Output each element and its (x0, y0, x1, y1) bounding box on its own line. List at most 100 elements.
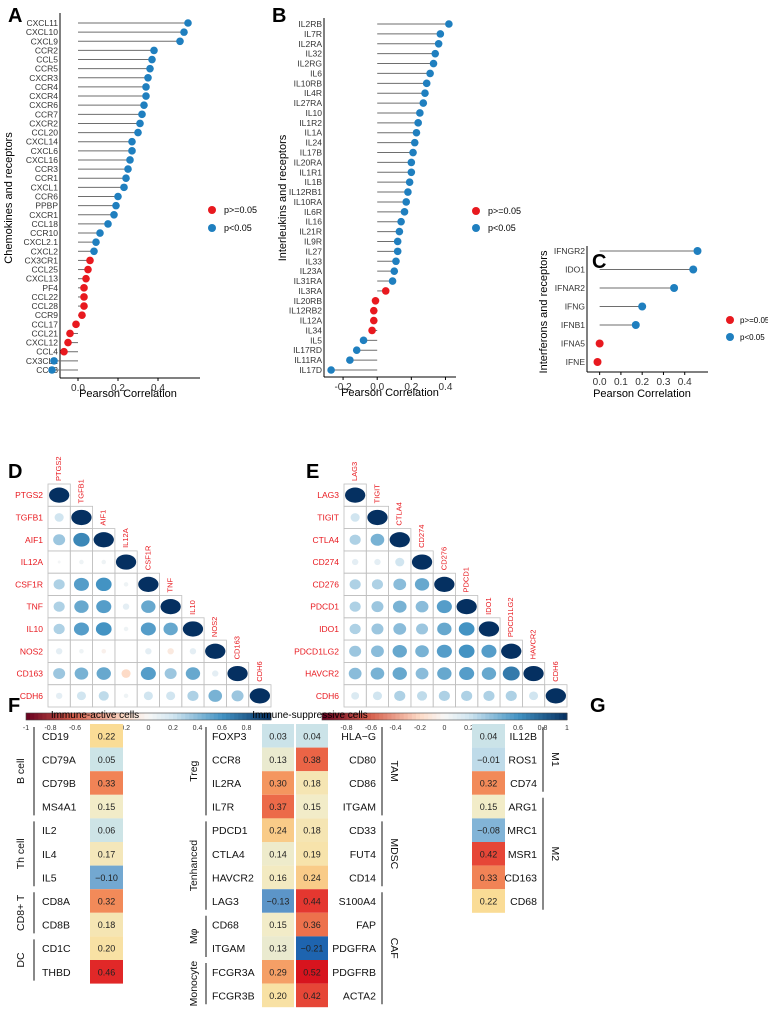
column-label: IDO1 (484, 597, 493, 615)
y-tick-label: IL17RD (293, 345, 322, 355)
correlation-ellipse (370, 667, 385, 680)
colorbar-segment (526, 713, 531, 720)
correlation-cell (248, 684, 272, 708)
correlation-ellipse (123, 582, 129, 587)
panel-letter-d: D (8, 461, 22, 483)
lollipop-point (381, 287, 390, 295)
gene-label: CD79A (42, 754, 76, 766)
panel-a-y-title: Chemokines and receptors (3, 132, 15, 264)
colorbar-segment (250, 713, 256, 720)
colorbar-segment (346, 713, 352, 720)
y-tick-label: IL1R2 (299, 118, 322, 128)
colorbar-segment (354, 713, 360, 720)
correlation-ellipse (57, 560, 61, 564)
row-label: PTGS2 (15, 490, 43, 500)
lollipop-point (359, 336, 368, 345)
colorbar-segment (115, 713, 121, 720)
colorbar-tick-label: -0.8 (340, 725, 352, 732)
colorbar-segment (83, 713, 88, 720)
lollipop-point (416, 109, 424, 117)
colorbar-segment (383, 713, 388, 720)
colorbar-segment (136, 713, 141, 720)
gene-label: CD80 (349, 754, 376, 766)
colorbar-segment (26, 713, 31, 720)
colorbar-tick-label: -0.6 (365, 725, 377, 732)
lollipop-point (142, 92, 150, 100)
colorbar-segment (128, 713, 133, 720)
gene-label: PDGFRA (332, 943, 376, 955)
colorbar-segment (242, 713, 247, 720)
colorbar-segment (201, 713, 207, 720)
y-tick-label: CXCL9 (31, 36, 59, 46)
y-tick-label: IFNA5 (561, 339, 585, 349)
correlation-ellipse (73, 532, 90, 547)
value-label: 0.42 (303, 991, 321, 1001)
y-tick-label: CXCL16 (26, 155, 58, 165)
lollipop-point (134, 128, 142, 137)
y-tick-label: CXCR6 (29, 100, 58, 110)
panel-letter-g: G (590, 695, 606, 717)
y-tick-label: CCR6 (35, 192, 58, 202)
correlation-ellipse (350, 513, 360, 522)
colorbar-segment (234, 713, 239, 720)
colorbar-segment (334, 713, 339, 720)
value-label: 0.17 (98, 849, 116, 859)
value-label: 0.04 (303, 731, 321, 741)
correlation-ellipse (351, 558, 359, 566)
colorbar-segment (497, 713, 503, 720)
value-cell (90, 794, 123, 819)
lollipop-point (144, 73, 152, 82)
lollipop-point (126, 156, 134, 164)
correlation-ellipse (74, 600, 89, 613)
value-cell (296, 771, 328, 795)
correlation-ellipse (121, 669, 131, 678)
value-label: 0.30 (269, 779, 287, 789)
colorbar-segment (542, 713, 548, 720)
value-label: 0.29 (269, 967, 287, 977)
colorbar-segment (420, 713, 425, 720)
group-label: Mφ (188, 928, 200, 944)
column-label: CSF1R (143, 545, 152, 570)
colorbar-segment (124, 713, 129, 720)
colorbar-segment (144, 713, 149, 720)
column-label: TIGIT (372, 484, 381, 504)
group-label: Th cell (15, 838, 27, 869)
gene-label: CD14 (349, 872, 376, 884)
correlation-ellipse (79, 559, 84, 565)
colorbar-segment (70, 713, 76, 720)
correlation-ellipse (145, 648, 152, 655)
correlation-ellipse (212, 670, 219, 677)
legend-label-sig: p<0.05 (224, 223, 252, 233)
y-tick-label: CCR10 (30, 228, 58, 238)
correlation-ellipse (416, 691, 428, 701)
row-label: CD276 (313, 579, 340, 589)
value-cell (90, 842, 123, 866)
lollipop-point (60, 347, 68, 356)
gene-label: CD68 (510, 896, 537, 908)
value-cell (296, 747, 328, 772)
correlation-ellipse (529, 691, 539, 701)
y-tick-label: CCR5 (35, 64, 58, 74)
gene-label: CD8B (42, 920, 70, 932)
y-tick-label: CX3CR1 (24, 255, 58, 265)
y-tick-label: CCR9 (35, 310, 58, 320)
value-cell (296, 724, 328, 748)
y-tick-label: IDO1 (565, 265, 585, 275)
colorbar-segment (558, 713, 564, 720)
gene-label: IL5 (42, 872, 57, 884)
colorbar-tick-label: 0.6 (513, 725, 523, 732)
column-label: CDH6 (255, 661, 264, 681)
correlation-ellipse (416, 623, 429, 635)
gene-label: PDCD1 (212, 825, 248, 837)
value-label: 0.22 (98, 731, 116, 741)
y-tick-label: IL27RA (294, 98, 323, 108)
value-cell (296, 794, 328, 819)
colorbar-segment (338, 713, 343, 720)
colorbar-segment (550, 713, 556, 720)
group-label: MDSC (388, 838, 400, 869)
lollipop-point (50, 357, 58, 365)
colorbar-segment (350, 713, 356, 720)
colorbar-segment (530, 713, 535, 720)
value-cell (262, 794, 294, 819)
colorbar-segment (411, 713, 417, 720)
